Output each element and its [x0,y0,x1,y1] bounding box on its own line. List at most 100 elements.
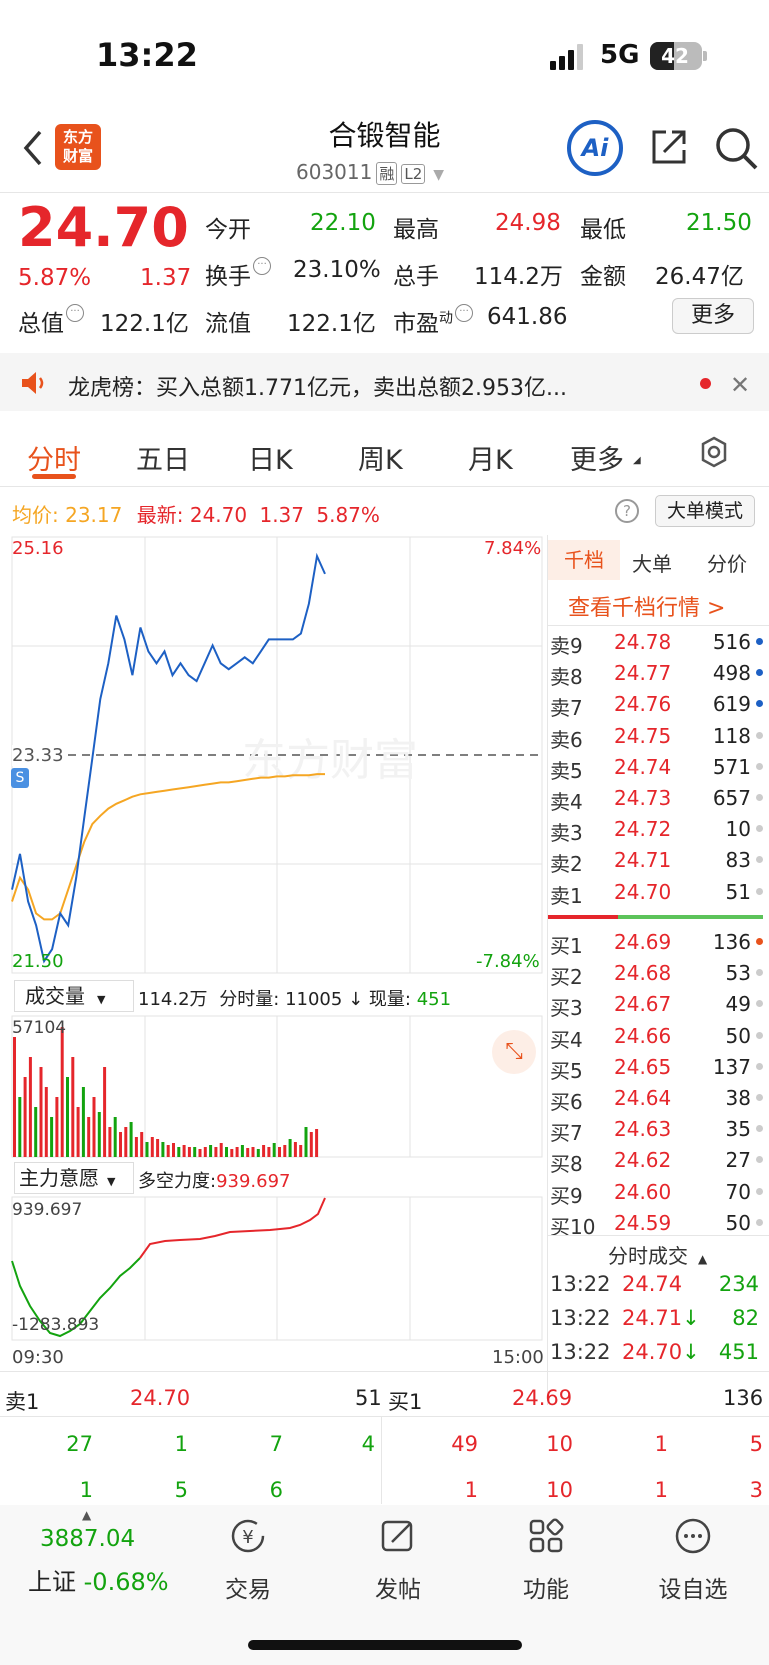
volume-bar [262,1145,266,1157]
depth-label: 买3 [550,996,583,1021]
x-start-label: 09:30 [12,1347,64,1368]
back-icon[interactable] [18,128,48,168]
flow-line-positive [139,1197,326,1259]
depth-tab-price[interactable]: 分价 [707,552,747,576]
volume-bar [92,1097,96,1157]
info-icon[interactable]: ··· [253,257,271,275]
bid-row[interactable]: 买8 24.62 27 [550,1148,765,1178]
tab-weekly-k[interactable]: 周K [358,445,403,476]
news-text[interactable]: 龙虎榜：买入总额1.771亿元，卖出总额2.953亿... [68,376,567,401]
settings-icon[interactable] [697,435,731,469]
search-icon[interactable] [714,126,760,172]
share-icon[interactable] [648,126,690,168]
flow-selector[interactable]: 主力意愿 ▼ [14,1162,134,1194]
latest-change: 1.37 [259,503,304,527]
ai-button[interactable]: Ai [567,120,623,176]
flow-chart[interactable] [0,1196,545,1341]
trades-title[interactable]: 分时成交 ▲ [608,1240,707,1269]
nav-post[interactable]: 发帖 [375,1577,421,1603]
flow-value: 939.697 [216,1171,291,1192]
more-button[interactable]: 更多 [672,298,754,334]
news-bar[interactable] [0,353,769,411]
bid-row[interactable]: 买4 24.66 50 [550,1024,765,1054]
depth-price: 24.67 [614,992,672,1017]
index-value[interactable]: 3887.04 [40,1526,136,1552]
y-min-label: 21.50 [12,951,64,972]
depth-vol: 619 [712,692,751,717]
trade-arrow: ↓ [682,1306,700,1330]
stock-code-row[interactable]: 603011 融 L2 ▼ [296,160,444,185]
help-icon[interactable]: ? [615,499,639,523]
expand-icon[interactable]: ⤡ [492,1030,536,1074]
depth-price: 24.60 [614,1179,672,1204]
depth-label: 卖4 [550,790,583,814]
ask-row[interactable]: 卖1 24.70 51 [550,880,765,910]
volume-selector[interactable]: 成交量 ▼ [14,980,134,1012]
app-logo[interactable]: 东方 财富 [55,124,101,170]
volume-bar [50,1117,54,1157]
big-order-mode-button[interactable]: 大单模式 [655,495,755,527]
ask-row[interactable]: 卖6 24.75 118 [550,724,765,754]
depth-vol: 571 [712,754,751,779]
depth-dot [756,969,763,977]
volume-chart[interactable] [0,1015,545,1158]
function-icon[interactable] [486,1516,606,1564]
depth-vol: 35 [725,1117,751,1142]
bid-row[interactable]: 买9 24.60 70 [550,1180,765,1210]
bid-row[interactable]: 买3 24.67 49 [550,992,765,1022]
queue-item: 4 [361,1432,375,1456]
trade-icon[interactable]: ¥ [188,1516,308,1564]
bid-row[interactable]: 买6 24.64 38 [550,1086,765,1116]
nav-function[interactable]: 功能 [523,1577,569,1603]
depth-price: 24.77 [614,661,672,686]
bid-row[interactable]: 买1 24.69 136 [550,930,765,960]
depth-vol: 53 [725,961,751,986]
volume-bar [13,1037,16,1157]
bid-row[interactable]: 买2 24.68 53 [550,961,765,991]
level-ask-label: 卖1 [5,1390,40,1414]
depth-label: 卖3 [550,821,583,846]
ask-row[interactable]: 卖3 24.72 10 [550,817,765,847]
queue-item: 6 [269,1478,283,1502]
pe-label-text: 市盈 [393,311,439,337]
change-value: 1.37 [140,265,192,291]
volume-bar [177,1147,181,1157]
volume-bar [97,1112,101,1157]
flow-line-negative [11,1257,141,1338]
divider [0,486,769,487]
nav-watchlist[interactable]: 设自选 [658,1577,728,1603]
tab-5day[interactable]: 五日 [136,445,190,476]
ask-row[interactable]: 卖8 24.77 498 [550,661,765,691]
volume-bar [166,1145,170,1157]
depth-price: 24.69 [614,930,672,954]
flow-info: 多空力度:939.697 [138,1167,291,1193]
trade-vol: 451 [718,1340,759,1364]
volume-bar [140,1132,144,1157]
tab-monthly-k[interactable]: 月K [468,445,513,476]
bid-row[interactable]: 买5 24.65 137 [550,1055,765,1085]
bid-row[interactable]: 买10 24.59 50 [550,1211,765,1241]
amount-label: 金额 [580,264,626,290]
post-icon[interactable] [338,1516,458,1564]
depth-tab-thousand[interactable]: 千档 [548,540,620,580]
tab-intraday[interactable]: 分时 [27,445,81,476]
avg-label: 均价: [12,503,59,527]
bid-row[interactable]: 买7 24.63 35 [550,1117,765,1147]
price-chart[interactable]: 东方财富 [0,535,545,975]
ask-row[interactable]: 卖4 24.73 657 [550,786,765,816]
ask-row[interactable]: 卖2 24.71 83 [550,848,765,878]
close-icon[interactable]: ✕ [730,371,751,399]
tab-daily-k[interactable]: 日K [248,445,293,476]
info-icon[interactable]: ··· [66,304,84,322]
tab-more[interactable]: 更多 [570,445,624,476]
depth-label: 卖1 [550,883,583,908]
info-icon[interactable]: ··· [455,304,473,322]
index-info[interactable]: 上证 -0.68% [28,1562,169,1597]
view-depth-link[interactable]: 查看千档行情 > [568,596,726,621]
ask-row[interactable]: 卖5 24.74 571 [550,755,765,785]
nav-trade[interactable]: 交易 [225,1577,271,1603]
watchlist-icon[interactable] [633,1516,753,1564]
depth-tab-big-order[interactable]: 大单 [632,552,672,576]
ask-row[interactable]: 卖9 24.78 516 [550,630,765,660]
ask-row[interactable]: 卖7 24.76 619 [550,692,765,722]
